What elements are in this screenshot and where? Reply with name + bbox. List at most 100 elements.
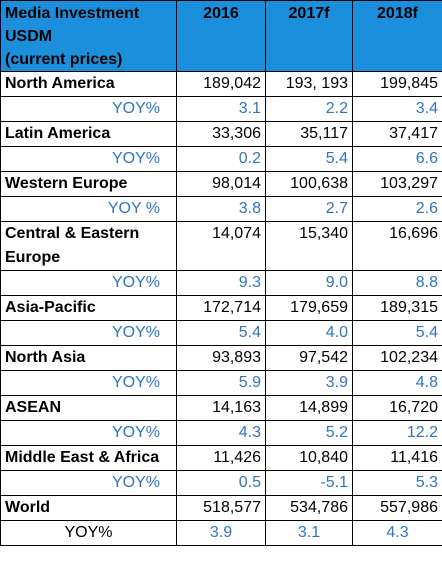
region-value: 100,638	[265, 171, 353, 197]
yoy-value: 4.3	[176, 420, 266, 446]
region-name: North Asia	[0, 345, 177, 371]
region-row: Western Europe 98,014 100,638 103,297	[0, 171, 442, 197]
header-label: Media Investment USDM (current prices)	[0, 0, 177, 72]
region-value: 98,014	[176, 171, 266, 197]
yoy-row: YOY% 5.4 4.0 5.4	[0, 320, 442, 346]
region-value: 189,042	[176, 71, 266, 97]
yoy-value: 9.3	[176, 270, 266, 296]
yoy-value: 3.9	[265, 370, 353, 396]
region-value: 193, 193	[265, 71, 353, 97]
yoy-label: YOY %	[0, 196, 177, 222]
yoy-value: 2.6	[352, 196, 442, 222]
region-value: 16,720	[352, 395, 442, 421]
yoy-value: 0.5	[176, 470, 266, 496]
yoy-row: YOY % 3.8 2.7 2.6	[0, 196, 442, 222]
yoy-value: 6.6	[352, 146, 442, 172]
media-investment-table: Media Investment USDM (current prices) 2…	[0, 0, 442, 546]
region-row: North Asia 93,893 97,542 102,234	[0, 345, 442, 371]
yoy-value: 4.0	[265, 320, 353, 346]
region-value: 103,297	[352, 171, 442, 197]
region-value: 37,417	[352, 121, 442, 147]
yoy-row: YOY% 9.3 9.0 8.8	[0, 270, 442, 296]
region-value: 179,659	[265, 295, 353, 321]
yoy-label: YOY%	[0, 470, 177, 496]
header-year-2018f: 2018f	[352, 0, 442, 72]
header-label-line: Media Investment	[5, 5, 140, 22]
region-value: 199,845	[352, 71, 442, 97]
yoy-value: 12.2	[352, 420, 442, 446]
yoy-value: 5.9	[176, 370, 266, 396]
yoy-value: 5.2	[265, 420, 353, 446]
region-value: 14,899	[265, 395, 353, 421]
yoy-value: 2.7	[265, 196, 353, 222]
region-value: 189,315	[352, 295, 442, 321]
header-year-2017f: 2017f	[265, 0, 353, 72]
yoy-value: 4.3	[352, 520, 442, 546]
yoy-row: YOY% 0.2 5.4 6.6	[0, 146, 442, 172]
yoy-value: 5.4	[176, 320, 266, 346]
yoy-label: YOY%	[0, 520, 177, 546]
yoy-value: 3.9	[176, 520, 266, 546]
yoy-value: 3.1	[176, 96, 266, 122]
region-name: Western Europe	[0, 171, 177, 197]
region-value: 11,416	[352, 445, 442, 471]
region-name: World	[0, 495, 177, 521]
yoy-label: YOY%	[0, 370, 177, 396]
yoy-value: 2.2	[265, 96, 353, 122]
yoy-row: YOY% 0.5 -5.1 5.3	[0, 470, 442, 496]
header-year-2016: 2016	[176, 0, 266, 72]
region-row: Central & Eastern Europe 14,074 15,340 16,6…	[0, 221, 442, 271]
region-value: 16,696	[352, 221, 442, 271]
region-value: 33,306	[176, 121, 266, 147]
yoy-row: YOY% 5.9 3.9 4.8	[0, 370, 442, 396]
yoy-label: YOY%	[0, 320, 177, 346]
yoy-label: YOY%	[0, 270, 177, 296]
region-name: North America	[0, 71, 177, 97]
region-value: 102,234	[352, 345, 442, 371]
yoy-label: YOY%	[0, 146, 177, 172]
region-row: World 518,577 534,786 557,986	[0, 495, 442, 521]
region-row: ASEAN 14,163 14,899 16,720	[0, 395, 442, 421]
region-value: 518,577	[176, 495, 266, 521]
region-row: Latin America 33,306 35,117 37,417	[0, 121, 442, 147]
yoy-row: YOY% 3.1 2.2 3.4	[0, 96, 442, 122]
yoy-value: 3.8	[176, 196, 266, 222]
region-row: North America 189,042 193, 193 199,845	[0, 71, 442, 97]
table-body: North America 189,042 193, 193 199,845 YOY% 3…	[0, 71, 442, 546]
region-value: 534,786	[265, 495, 353, 521]
header-label-line: (current prices)	[5, 51, 123, 68]
yoy-value: 0.2	[176, 146, 266, 172]
yoy-row: YOY% 3.9 3.1 4.3	[0, 520, 442, 546]
region-value: 172,714	[176, 295, 266, 321]
region-value: 10,840	[265, 445, 353, 471]
region-value: 11,426	[176, 445, 266, 471]
yoy-row: YOY% 4.3 5.2 12.2	[0, 420, 442, 446]
header-row: Media Investment USDM (current prices) 2…	[0, 0, 442, 72]
region-name: ASEAN	[0, 395, 177, 421]
yoy-value: 4.8	[352, 370, 442, 396]
yoy-value: -5.1	[265, 470, 353, 496]
yoy-label: YOY%	[0, 96, 177, 122]
yoy-value: 5.4	[352, 320, 442, 346]
region-value: 14,163	[176, 395, 266, 421]
region-row: Asia-Pacific 172,714 179,659 189,315	[0, 295, 442, 321]
region-name: Latin America	[0, 121, 177, 147]
yoy-label: YOY%	[0, 420, 177, 446]
region-value: 557,986	[352, 495, 442, 521]
region-value: 93,893	[176, 345, 266, 371]
region-value: 97,542	[265, 345, 353, 371]
region-value: 35,117	[265, 121, 353, 147]
region-row: Middle East & Africa 11,426 10,840 11,416	[0, 445, 442, 471]
yoy-value: 5.3	[352, 470, 442, 496]
region-value: 14,074	[176, 221, 266, 271]
header-label-line: USDM	[5, 28, 53, 45]
yoy-value: 3.4	[352, 96, 442, 122]
region-name: Asia-Pacific	[0, 295, 177, 321]
yoy-value: 8.8	[352, 270, 442, 296]
yoy-value: 3.1	[265, 520, 353, 546]
region-value: 15,340	[265, 221, 353, 271]
region-name: Middle East & Africa	[0, 445, 177, 471]
yoy-value: 5.4	[265, 146, 353, 172]
yoy-value: 9.0	[265, 270, 353, 296]
region-name: Central & Eastern Europe	[0, 221, 177, 271]
